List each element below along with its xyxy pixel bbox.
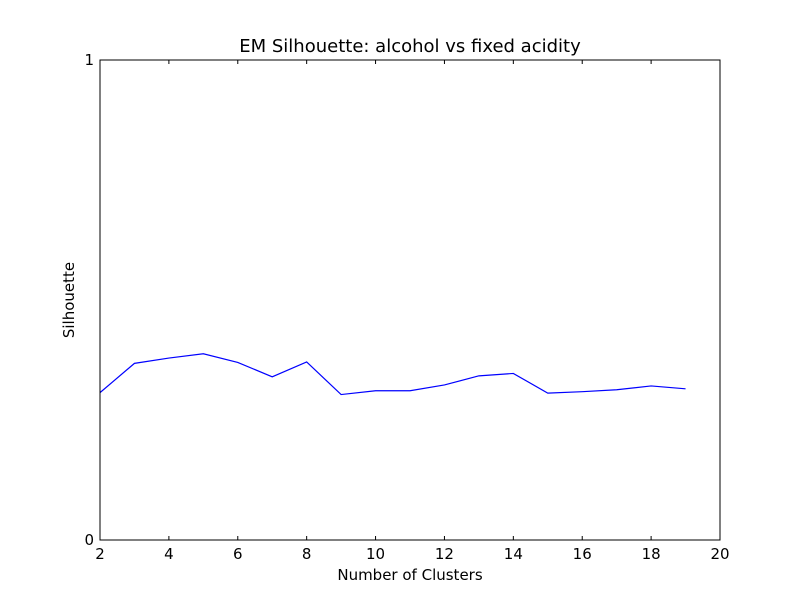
x-tick-label: 6 [233, 545, 243, 563]
y-axis-label: Silhouette [60, 262, 78, 338]
plot-frame [99, 59, 721, 541]
x-tick-label: 4 [164, 545, 174, 563]
x-tick-label: 14 [504, 545, 523, 563]
chart-title: EM Silhouette: alcohol vs fixed acidity [239, 36, 581, 57]
x-tick-label: 18 [642, 545, 661, 563]
plot-background [100, 60, 720, 540]
x-tick-label: 10 [366, 545, 385, 563]
x-tick-label: 20 [710, 545, 729, 563]
y-tick-label: 0 [84, 531, 94, 549]
plot-area: 2 4 6 8 10 12 14 16 18 20 0 1 [84, 51, 729, 563]
x-tick-label: 16 [573, 545, 592, 563]
x-tick-label: 2 [95, 545, 105, 563]
x-tick-label: 8 [302, 545, 312, 563]
y-tick-label: 1 [84, 51, 94, 69]
x-ticks: 2 4 6 8 10 12 14 16 18 20 [95, 60, 730, 563]
series-line [99, 353, 686, 396]
x-tick-label: 12 [435, 545, 454, 563]
x-axis-label: Number of Clusters [337, 566, 482, 584]
